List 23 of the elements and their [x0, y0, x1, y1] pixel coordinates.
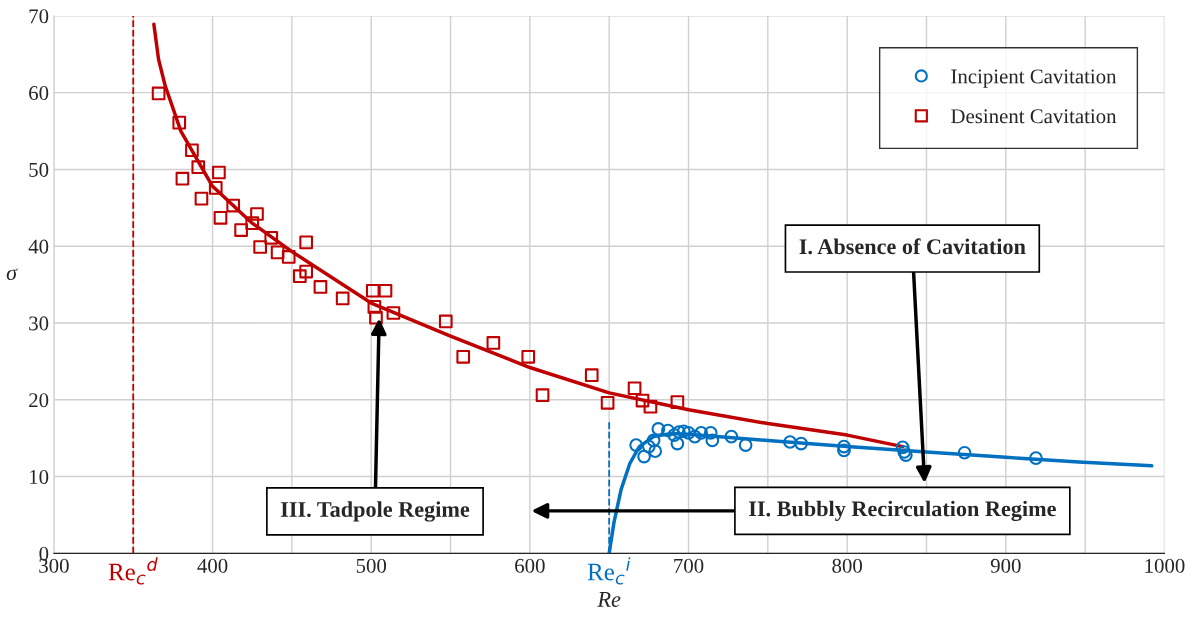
- x-tick-label: 1000: [1145, 558, 1185, 573]
- y-tick-label: 40: [28, 239, 49, 254]
- x-tick-label: 400: [197, 558, 228, 573]
- annotation: I. Absence of Cavitation: [799, 238, 1026, 255]
- x-tick-label: 900: [990, 558, 1021, 573]
- x-tick-label: 800: [832, 558, 862, 573]
- legend-label: Incipient Cavitation: [951, 69, 1117, 88]
- x-tick-label: Re$_{c}$$^{i}$: [587, 557, 631, 585]
- x-tick-label: 600: [515, 558, 545, 573]
- x-tick-label: 500: [356, 558, 387, 573]
- legend-label: Desinent Cavitation: [951, 109, 1117, 124]
- x-tick-label: Re$_{c}$$^{d}$: [108, 557, 158, 585]
- y-tick-label: 60: [29, 86, 49, 101]
- x-tick-label: 700: [674, 558, 704, 573]
- y-tick-label: 30: [29, 316, 49, 331]
- annotation: II. Bubbly Recirculation Regime: [748, 500, 1056, 522]
- x-axis-title: Re: [597, 592, 621, 607]
- y-tick-label: 20: [29, 393, 49, 408]
- y-axis-title: σ: [6, 268, 18, 281]
- annotation: III. Tadpole Regime: [280, 501, 470, 522]
- y-tick-label: 50: [29, 162, 49, 177]
- y-tick-label: 10: [30, 469, 49, 484]
- y-tick-label: 70: [29, 9, 49, 24]
